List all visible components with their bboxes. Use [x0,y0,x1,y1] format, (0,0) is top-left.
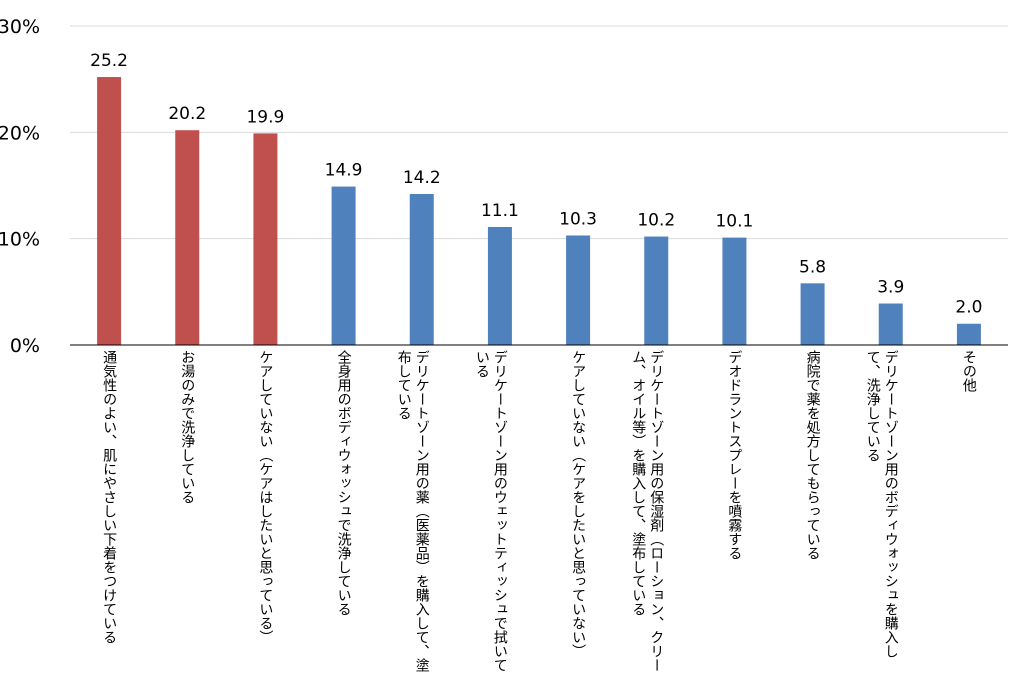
data-label: 25.2 [90,51,128,71]
category-label: デリケートゾーン用のウェットティッシュで拭いている [473,350,508,672]
category-label: 全身用のボディウォッシュで洗浄している [335,350,352,616]
bar [644,236,669,345]
bar [97,77,122,345]
bar [878,303,903,345]
bar [175,130,200,345]
category-label: ケアしていない（ケアをしたいと思っていない） [570,350,587,658]
bar [487,226,512,345]
bar [253,133,278,345]
y-tick-label: 20% [0,122,40,144]
category-label: その他 [960,350,977,392]
y-tick-label: 10% [0,229,40,251]
data-label: 10.2 [637,211,675,231]
data-label: 5.8 [799,257,826,277]
data-label: 10.1 [715,212,753,232]
category-label: デリケートゾーン用の薬（医薬品）を購入して、塗布している [395,350,430,672]
category-label: デリケートゾーン用のボディウォッシュを購入して、洗浄している [864,350,899,658]
bar [566,235,591,345]
data-label: 3.9 [877,278,904,298]
category-label: デリケートゾーン用の保湿剤（ローション、クリーム、オイル等）を購入して、塗布して… [630,350,665,672]
category-label: お湯のみで洗浄している [179,350,196,504]
bar [409,194,434,345]
y-tick-label: 0% [10,335,40,357]
data-label: 10.3 [559,209,597,229]
data-label: 14.9 [325,161,363,181]
y-tick-label: 30% [0,16,40,38]
data-label: 11.1 [481,201,519,221]
data-label: 2.0 [955,298,982,318]
bar [956,323,981,345]
category-label: ケアしていない（ケアはしたいと思っている） [257,350,274,644]
bar [800,283,825,345]
data-label: 19.9 [246,107,284,127]
data-label: 20.2 [168,104,206,124]
data-label: 14.2 [403,168,441,188]
bar [722,237,747,345]
category-label: 通気性のよい、肌にやさしい下着をつけている [101,350,118,644]
category-label: 病院で薬を処方してもらっている [804,350,821,560]
category-label: デオドラントスプレーを噴霧する [726,350,743,560]
bar [331,186,356,345]
